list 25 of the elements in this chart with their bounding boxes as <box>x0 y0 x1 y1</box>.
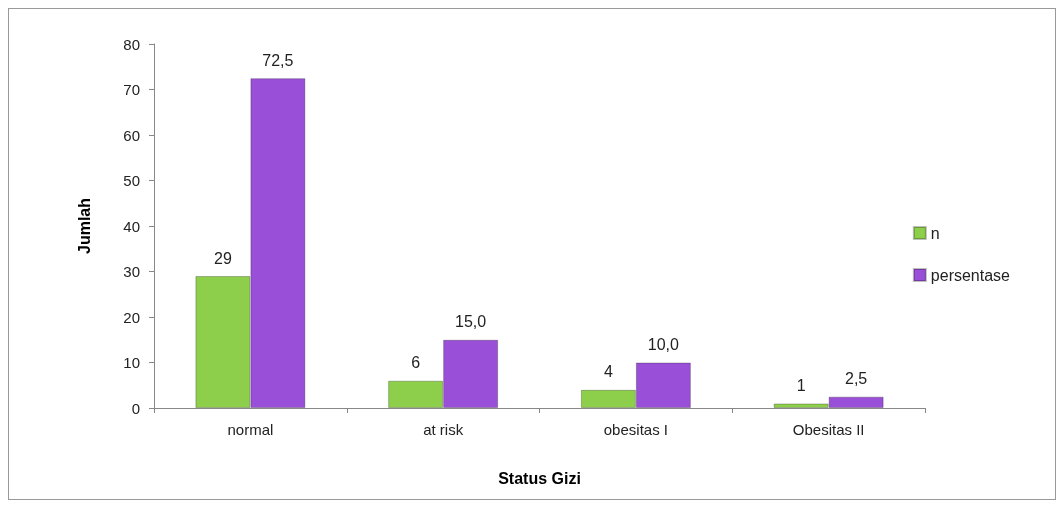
data-label: 2,5 <box>845 370 868 388</box>
y-tick-label: 60 <box>123 126 140 144</box>
data-label: 72,5 <box>262 51 294 69</box>
y-axis-title: Jumlah <box>75 197 93 255</box>
y-tick-label: 0 <box>131 399 140 417</box>
x-tick-label: normal <box>227 421 274 438</box>
y-tick-label: 30 <box>123 263 140 280</box>
x-tick-label: at risk <box>423 421 464 438</box>
x-tick-label: obesitas I <box>603 421 668 438</box>
y-tick-label: 40 <box>123 217 140 235</box>
y-tick-label: 80 <box>123 35 140 53</box>
y-tick-label: 50 <box>123 172 140 189</box>
data-label: 1 <box>796 376 806 394</box>
data-label: 10,0 <box>647 336 680 353</box>
y-tick-label: 10 <box>123 354 140 371</box>
x-tick-label: Obesitas II <box>792 421 865 438</box>
y-tick-label: 70 <box>123 81 140 98</box>
y-tick-label: 20 <box>123 308 140 326</box>
data-label: 6 <box>411 354 421 372</box>
data-label: 29 <box>213 249 232 267</box>
x-axis-title: Status Gizi <box>498 469 581 487</box>
legend-label: n <box>930 224 940 242</box>
legend-label: persentase <box>930 266 1011 284</box>
data-label: 4 <box>603 363 613 381</box>
data-label: 15,0 <box>455 313 487 331</box>
